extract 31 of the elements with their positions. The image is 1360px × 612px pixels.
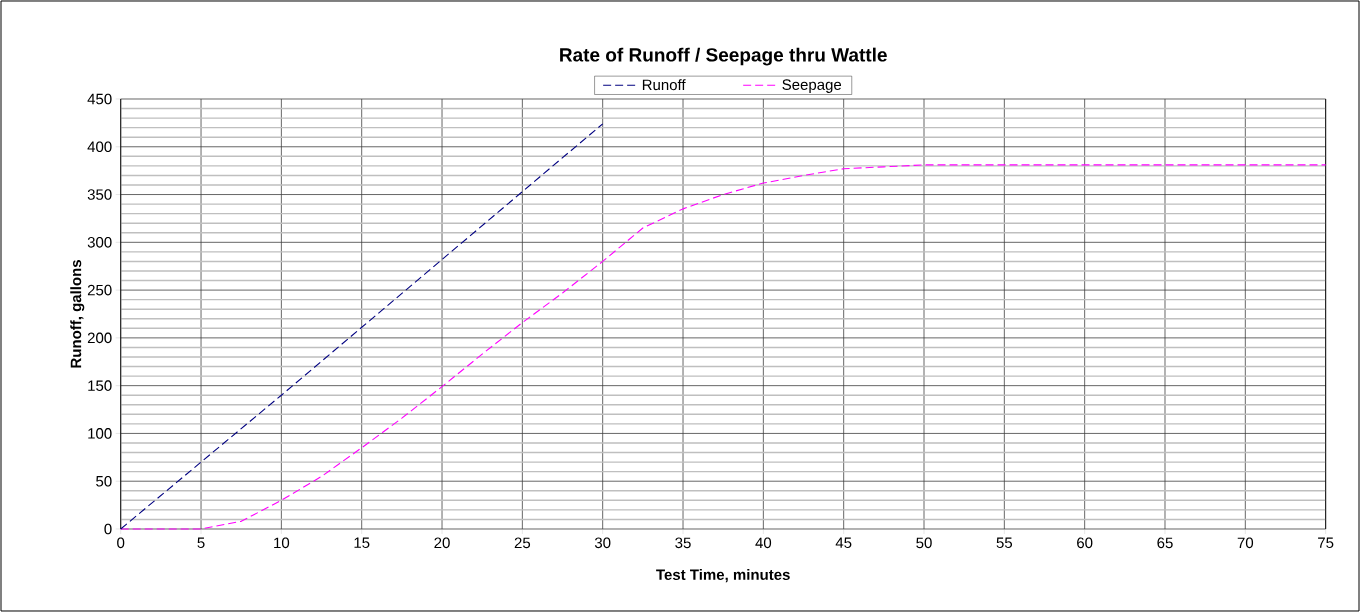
- x-tick-label: 70: [1237, 537, 1254, 549]
- x-tick-label: 0: [117, 537, 125, 549]
- y-tick-label: 300: [87, 237, 112, 248]
- legend-label: Seepage: [782, 79, 842, 93]
- legend-label: Runoff: [642, 79, 686, 91]
- x-tick-label: 45: [835, 537, 852, 548]
- x-tick-label: 15: [354, 537, 370, 548]
- x-tick-label: 5: [197, 537, 205, 548]
- y-tick-label: 50: [96, 475, 112, 487]
- x-tick-label: 10: [274, 537, 290, 549]
- x-tick-label: 20: [434, 537, 450, 549]
- y-tick-label: 350: [87, 189, 112, 200]
- x-tick-label: 65: [1157, 537, 1173, 549]
- x-tick-label: 30: [594, 537, 611, 549]
- y-tick-label: 0: [104, 523, 112, 535]
- y-tick-label: 400: [87, 141, 112, 153]
- x-tick-label: 50: [916, 537, 932, 549]
- y-tick-label: 150: [88, 380, 112, 391]
- x-tick-label: 40: [755, 537, 772, 549]
- x-tick-label: 75: [1318, 537, 1334, 548]
- y-tick-label: 200: [87, 332, 112, 344]
- x-axis-title: Test Time, minutes: [656, 569, 790, 583]
- y-tick-label: 450: [87, 93, 112, 105]
- x-tick-label: 55: [996, 537, 1013, 548]
- chart-title: Rate of Runoff / Seepage thru Wattle: [560, 47, 887, 66]
- y-tick-label: 100: [88, 428, 112, 439]
- y-axis-title: Runoff, gallons: [70, 260, 85, 368]
- x-tick-label: 25: [514, 537, 531, 549]
- x-tick-label: 60: [1077, 537, 1093, 549]
- y-tick-label: 250: [87, 284, 112, 296]
- x-tick-label: 35: [675, 537, 691, 549]
